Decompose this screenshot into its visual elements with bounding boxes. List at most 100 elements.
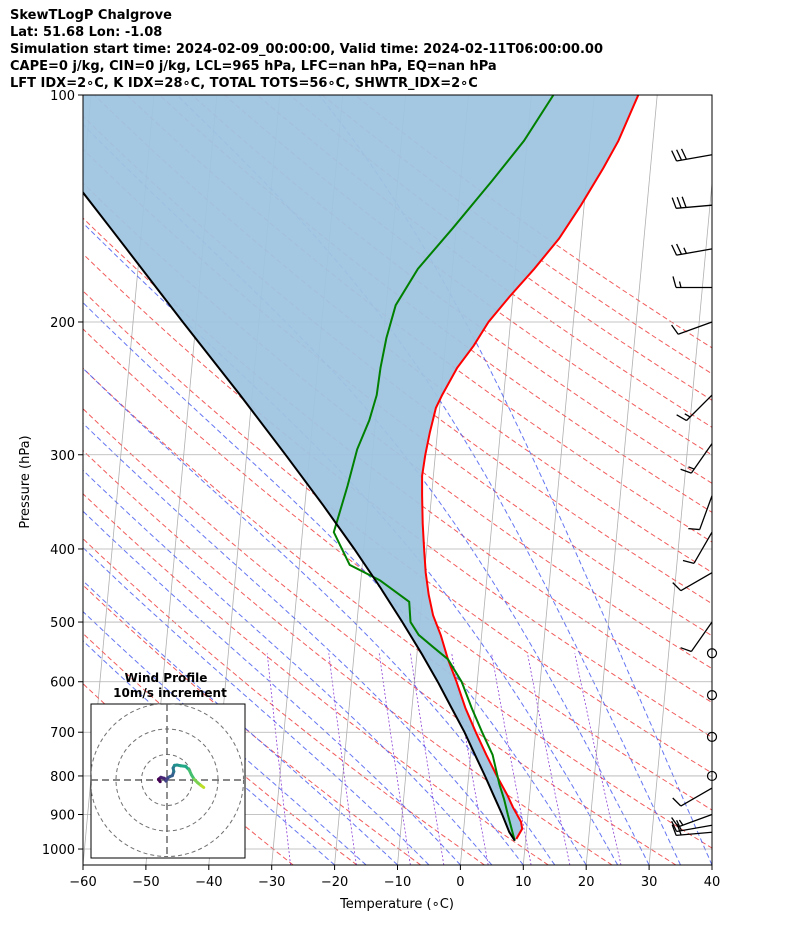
parcel-shading [83,95,639,841]
dry-adiabat [83,367,712,849]
dry-adiabat [126,95,712,543]
x-tick-label: 40 [704,875,721,890]
isotherm [775,95,794,865]
wind-barb-staff [676,248,713,256]
wind-barb-half-flag [684,413,691,418]
series-line [421,95,640,840]
y-axis-label: Pressure (hPa) [18,435,33,528]
x-tick-label: −50 [132,875,159,890]
time-line: Simulation start time: 2024-02-09_00:00:… [10,42,603,57]
wind-barbs [671,148,718,837]
y-tick-label: 300 [50,449,75,464]
wind-barb-staff [676,831,713,837]
mixing-ratio-line [491,653,532,865]
moist-adiabat [83,610,367,865]
wind-barb-staff [676,204,713,209]
dry-adiabat [256,95,712,428]
wind-barb-flag [676,149,683,161]
wind-barb-half-flag [678,819,684,826]
wind-barb-flag [676,820,683,831]
y-tick-label: 100 [50,89,75,104]
x-tick-label: −10 [384,875,411,890]
moist-adiabat-lines [83,95,712,865]
wind-barb-flag [671,324,679,335]
wind-barb-flag [680,148,687,160]
moist-adiabat [83,469,493,865]
location-line: Lat: 51.68 Lon: -1.08 [10,25,163,40]
y-tick-label: 1000 [42,843,75,858]
wind-barb-staff [680,787,713,807]
x-tick-label: −60 [69,875,96,890]
wind-barb-flag [676,243,683,255]
wind-barb-flag [676,824,682,836]
wind-barb-flag [676,196,682,209]
wind-barb-half-flag [678,281,682,288]
y-tick-label: 900 [50,809,75,824]
wind-barb-half-flag [688,466,695,470]
x-tick-label: 20 [578,875,595,890]
y-tick-label: 500 [50,616,75,631]
isotherm [522,95,595,865]
chart-header: SkewTLogP Chalgrove Lat: 51.68 Lon: -1.0… [10,7,603,92]
isotherm [711,860,712,865]
wind-barb-staff [677,813,713,828]
wind-barb-calm [706,731,718,742]
wind-barb [671,148,713,162]
hodograph-subtitle: 10m/s increment [113,686,227,700]
y-tick-label: 600 [50,676,75,691]
wind-barb-staff [699,495,713,530]
hodograph-content [91,704,245,858]
wind-barb-flag [672,797,682,807]
wind-barb [671,824,713,837]
dry-adiabat [224,95,712,456]
wind-barb-flag [671,824,677,836]
series-line [83,190,516,842]
wind-barb [676,394,713,422]
moist-adiabat [83,422,524,865]
wind-barb-staff [677,321,713,335]
y-tick-label: 400 [50,543,75,558]
x-tick-label: 10 [515,875,532,890]
moist-adiabat [83,640,335,865]
wind-barb-flag [681,196,687,208]
wind-barb [671,321,713,335]
wind-barb-flag [671,197,677,209]
moist-adiabat [318,95,712,865]
wind-barb-flag [671,244,678,256]
wind-barb-calm [706,770,718,782]
wind-barb-flag [671,820,678,832]
wind-barb-flag [688,527,700,531]
series-line [332,95,555,841]
moist-adiabat [83,123,650,865]
hodograph-title: Wind Profile [125,671,208,685]
hodograph-inset [90,703,246,859]
dry-adiabat [83,449,613,865]
wind-barb-flag [680,468,692,474]
chart-title: SkewTLogP Chalgrove [10,8,172,23]
wind-barb [680,443,713,474]
x-tick-label: 0 [456,875,464,890]
wind-barb-flag [672,276,677,288]
parcel-indices-line: CAPE=0 j/kg, CIN=0 j/kg, LCL=965 hPa, LF… [10,59,497,74]
mixing-ratio-line [527,653,571,865]
dry-adiabat [158,95,712,513]
stability-indices-line: LFT IDX=2∘C, K IDX=28∘C, TOTAL TOTS=56∘C… [10,76,478,91]
isotherm [585,95,658,865]
moist-adiabat [83,546,430,865]
wind-barb-half-flag [683,247,687,254]
wind-barb-staff [690,621,713,652]
wind-barb [688,495,713,531]
wind-barb-staff [693,531,713,564]
wind-barb [682,531,713,564]
wind-barb [672,276,712,289]
isotherm [648,178,712,865]
dry-adiabat [83,632,358,865]
wind-barb-calm [706,648,718,659]
wind-barb-staff [686,394,713,421]
moist-adiabat [83,367,556,865]
wind-barb-staff [676,154,713,162]
wind-barb [672,787,713,807]
dry-adiabat [83,493,549,865]
dry-adiabat [83,290,712,774]
